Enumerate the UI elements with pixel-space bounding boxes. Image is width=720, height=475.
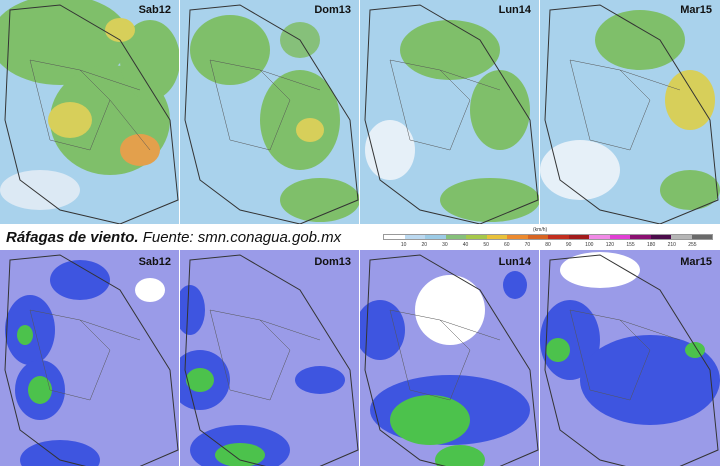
color-legend: (km/h) 10 20 30 40 50 60 70 80 90 100 120 155 180 210… bbox=[383, 227, 713, 250]
gust-map-panel-3: Lun14 bbox=[360, 0, 539, 224]
legend-swatch bbox=[527, 235, 548, 239]
caption-bar: Ráfagas de viento. Fuente: smn.conagua.g… bbox=[0, 224, 720, 250]
legend-unit: (km/h) bbox=[533, 227, 548, 233]
legend-tick-label: 70 bbox=[524, 242, 531, 248]
caption-source: Fuente: smn.conagua.gob.mx bbox=[138, 229, 342, 246]
legend-tick-label: 255 bbox=[688, 242, 697, 248]
wind-map-panel-3: Lun14 bbox=[360, 250, 539, 475]
legend-swatch bbox=[507, 235, 528, 239]
gust-map-panel-4: Mar15 bbox=[540, 0, 720, 224]
caption-title: Ráfagas de viento. bbox=[6, 229, 139, 246]
gust-map bbox=[360, 0, 539, 224]
legend-tick-label: 120 bbox=[605, 242, 615, 248]
legend-tick-label: 40 bbox=[462, 242, 469, 248]
gust-map bbox=[540, 0, 720, 224]
legend-swatch bbox=[671, 235, 692, 239]
day-label: Sab12 bbox=[138, 4, 171, 16]
legend-swatch bbox=[650, 235, 671, 239]
wind-map bbox=[540, 250, 720, 475]
legend-tick-label: 30 bbox=[442, 242, 448, 248]
day-label: Mar15 bbox=[680, 256, 712, 268]
gust-map-panel-2: Dom13 bbox=[180, 0, 359, 224]
wind-map-row: Sab12 Dom13 Lun14 bbox=[0, 250, 720, 475]
legend-tick-label: 20 bbox=[421, 242, 428, 248]
legend-tick-label: 60 bbox=[503, 242, 510, 248]
legend-tick-label: 180 bbox=[646, 242, 656, 248]
caption: Ráfagas de viento. Fuente: smn.conagua.g… bbox=[6, 229, 341, 246]
legend-tick-label: 90 bbox=[565, 242, 572, 248]
gust-map bbox=[180, 0, 359, 224]
day-label: Lun14 bbox=[498, 256, 531, 268]
day-label: Dom13 bbox=[314, 4, 351, 16]
wind-map bbox=[360, 250, 539, 475]
gust-map bbox=[0, 0, 179, 224]
wind-map bbox=[0, 250, 179, 475]
legend-swatch bbox=[589, 235, 610, 239]
legend-swatch bbox=[466, 235, 487, 239]
legend-ticks: 10 20 30 40 50 60 70 80 90 100 120 155 180 210 255 bbox=[383, 242, 713, 250]
legend-swatch bbox=[425, 235, 446, 239]
legend-swatch bbox=[568, 235, 589, 239]
wind-map-panel-2: Dom13 bbox=[180, 250, 359, 475]
wind-map-panel-1: Sab12 bbox=[0, 250, 179, 475]
legend-swatch bbox=[445, 235, 466, 239]
legend-tick-label: 50 bbox=[483, 242, 489, 248]
footer-strip bbox=[0, 466, 720, 475]
legend-swatch bbox=[486, 235, 507, 239]
legend-tick-label: 100 bbox=[585, 242, 594, 248]
legend-swatch bbox=[384, 235, 405, 239]
legend-swatch bbox=[548, 235, 569, 239]
legend-swatch bbox=[404, 235, 425, 239]
gust-map-panel-1: Sab12 bbox=[0, 0, 179, 224]
day-label: Mar15 bbox=[680, 4, 712, 16]
wind-map-panel-4: Mar15 bbox=[540, 250, 720, 475]
legend-tick-label: 155 bbox=[626, 242, 635, 248]
legend-swatch bbox=[630, 235, 651, 239]
legend-tick-label: 80 bbox=[545, 242, 551, 248]
legend-color-bar bbox=[383, 234, 713, 240]
legend-tick-label: 10 bbox=[400, 242, 407, 248]
legend-swatch bbox=[609, 235, 630, 239]
legend-tick-label: 210 bbox=[667, 242, 676, 248]
legend-swatch bbox=[691, 235, 712, 239]
day-label: Lun14 bbox=[498, 4, 531, 16]
day-label: Sab12 bbox=[138, 256, 171, 268]
wind-map bbox=[180, 250, 359, 475]
day-label: Dom13 bbox=[314, 256, 351, 268]
gust-map-row: Sab12 Dom13 Lun14 bbox=[0, 0, 720, 224]
